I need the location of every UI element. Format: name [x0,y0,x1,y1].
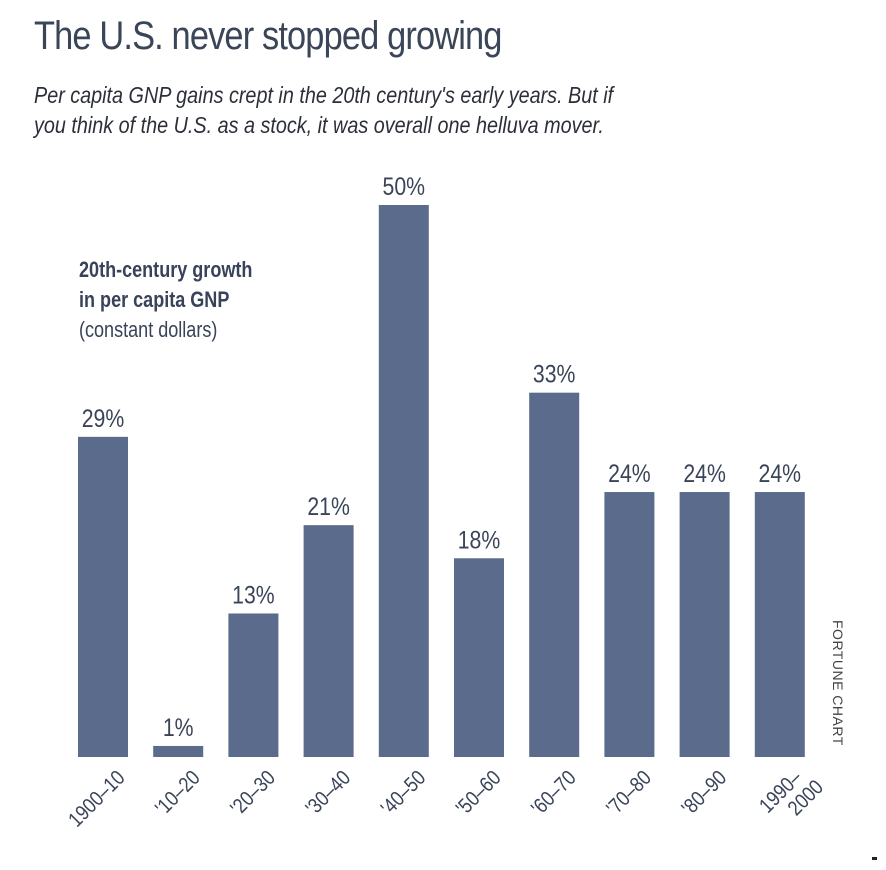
value-labels-group: 29% 1% 13% 21% 50% 18% 33% 24% 24% 24% [82,172,801,741]
chart-title: The U.S. never stopped growing [34,14,502,58]
value-label-8: 24% [683,459,726,487]
x-tick-label-6: '60–70 [527,766,581,820]
bar-7 [604,492,655,757]
bar-0 [78,436,128,757]
x-tick-label-9: 1990–2000 [755,760,829,834]
value-label-1: 1% [163,713,194,741]
x-tick-label-2: '20–30 [226,766,280,820]
x-tick-label-7: '70–80 [602,766,656,820]
bar-6 [529,392,580,757]
chart-legend: 20th-century growth in per capita GNP (c… [79,255,252,345]
bar-5 [454,558,504,757]
bars-group [78,205,805,757]
x-tick-label-4: '40–50 [376,766,430,820]
subtitle-line-1: Per capita GNP gains crept in the 20th c… [34,82,614,108]
value-label-5: 18% [458,526,501,554]
bar-3 [303,525,354,757]
bar-8 [679,492,730,757]
bar-1 [153,745,204,757]
legend-line-1: 20th-century growth [79,257,253,282]
x-tick-label-1: '10–20 [151,766,205,820]
bar-2 [228,613,279,757]
value-label-9: 24% [759,459,802,487]
bar-4 [378,205,429,757]
x-tick-labels-group: 1900–10 '10–20 '20–30 '30–40 '40–50 '50–60 '60… [64,760,829,834]
legend-line-2: in per capita GNP [79,287,230,312]
chart-subtitle: Per capita GNP gains crept in the 20th c… [34,80,613,140]
bar-9 [754,492,805,757]
value-label-6: 33% [533,360,576,388]
x-tick-label-5: '50–60 [452,766,506,820]
page-mark [872,857,877,860]
value-label-4: 50% [383,172,426,200]
legend-line-3: (constant dollars) [79,317,218,342]
x-tick-label-0: 1900–10 [64,766,130,832]
value-label-7: 24% [608,459,651,487]
value-label-0: 29% [82,404,125,432]
x-tick-label-8: '80–90 [677,766,731,820]
chart-credit: FORTUNE CHART [830,620,846,746]
subtitle-line-2: you think of the U.S. as a stock, it was… [34,112,604,138]
value-label-3: 21% [307,493,350,521]
value-label-2: 13% [232,581,275,609]
x-tick-label-3: '30–40 [301,766,355,820]
